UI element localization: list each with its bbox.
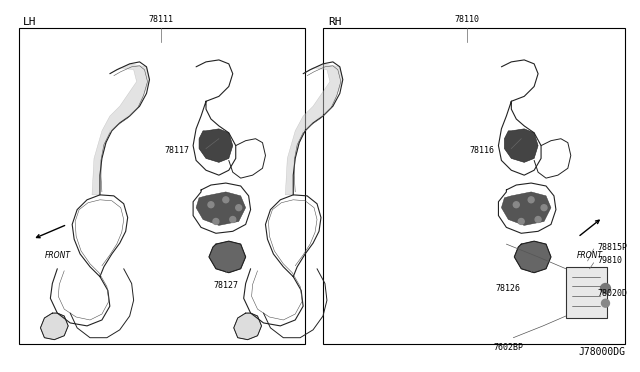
Circle shape [518,218,524,224]
Circle shape [208,202,214,208]
Polygon shape [515,241,551,273]
Circle shape [535,217,541,222]
Text: 78127: 78127 [213,280,238,289]
Text: 78116: 78116 [470,146,495,155]
Text: LH: LH [22,17,36,26]
Text: 78126: 78126 [496,283,521,292]
Circle shape [230,217,236,222]
Text: 7602BP: 7602BP [493,343,524,352]
Polygon shape [504,129,538,162]
Circle shape [513,202,519,208]
Circle shape [528,197,534,203]
Polygon shape [234,313,262,340]
Text: 78110: 78110 [454,16,479,25]
Circle shape [600,283,611,294]
Text: J78000DG: J78000DG [579,347,625,357]
Polygon shape [199,129,233,162]
Circle shape [541,205,547,211]
Text: 78815P: 78815P [598,243,628,251]
Polygon shape [285,64,343,195]
Text: 79810: 79810 [598,256,623,265]
Polygon shape [501,192,551,225]
Polygon shape [196,192,246,225]
Polygon shape [92,64,150,195]
Text: 78117: 78117 [164,146,189,155]
Bar [19,28,305,344]
Text: 78111: 78111 [149,16,174,25]
Text: FRONT: FRONT [44,251,70,260]
Text: RH: RH [328,17,341,26]
Polygon shape [209,241,246,273]
Circle shape [213,218,219,224]
Text: 78020D: 78020D [598,289,628,298]
Circle shape [223,197,228,203]
Circle shape [236,205,242,211]
FancyBboxPatch shape [566,267,607,318]
Polygon shape [40,313,68,340]
Text: FRONT: FRONT [577,251,603,260]
Circle shape [602,299,609,307]
Bar [323,28,625,344]
